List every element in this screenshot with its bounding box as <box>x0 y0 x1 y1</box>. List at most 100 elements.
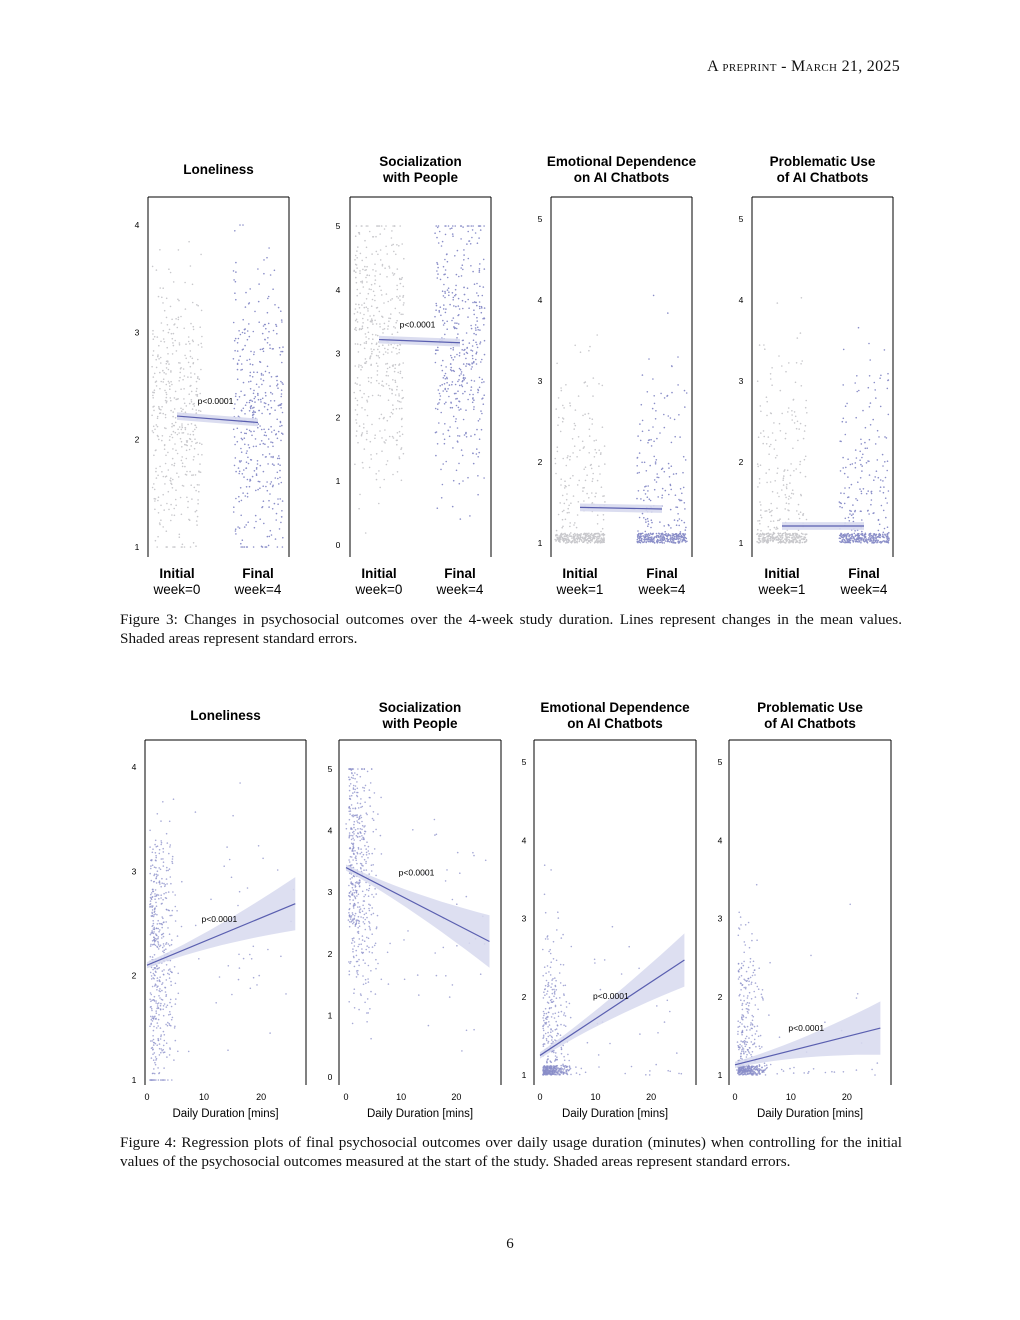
data-point <box>247 444 250 446</box>
data-point <box>157 1037 159 1040</box>
data-point <box>185 343 187 346</box>
data-point <box>367 981 370 983</box>
data-point <box>554 990 556 993</box>
data-point <box>840 492 842 494</box>
data-point <box>549 948 551 951</box>
data-point <box>160 1079 162 1081</box>
data-point <box>464 348 466 351</box>
data-point <box>249 953 251 956</box>
data-point <box>476 292 478 294</box>
data-point <box>376 306 379 309</box>
data-point <box>878 541 881 543</box>
data-point <box>176 472 178 475</box>
data-point <box>649 532 652 535</box>
data-point <box>667 462 670 465</box>
data-point <box>167 368 170 371</box>
data-point <box>640 498 642 500</box>
data-point <box>398 407 401 410</box>
data-point <box>165 908 168 911</box>
data-point <box>783 475 785 477</box>
data-point <box>769 481 772 483</box>
data-point <box>785 486 788 488</box>
data-point <box>434 352 437 355</box>
data-point <box>391 230 393 232</box>
data-point <box>663 413 665 416</box>
data-point <box>866 447 868 450</box>
data-point <box>165 943 167 945</box>
data-point <box>233 464 236 467</box>
data-point <box>165 454 167 457</box>
data-point <box>357 832 359 835</box>
data-point <box>181 465 184 468</box>
data-point <box>435 309 437 312</box>
data-point <box>275 433 278 435</box>
data-point <box>601 541 603 544</box>
data-point <box>448 384 451 386</box>
data-point <box>465 365 467 367</box>
data-point <box>482 397 484 400</box>
data-point <box>669 1070 671 1073</box>
data-point <box>599 453 602 456</box>
data-point <box>759 464 762 467</box>
data-point <box>859 450 861 453</box>
data-point <box>868 438 871 441</box>
data-point <box>267 337 269 339</box>
data-point <box>196 377 199 380</box>
data-point <box>666 394 669 397</box>
data-point <box>416 974 419 976</box>
data-point <box>262 442 265 445</box>
data-point <box>560 1072 563 1074</box>
data-point <box>276 418 279 421</box>
data-point <box>354 814 357 817</box>
data-point <box>381 316 384 318</box>
data-point <box>232 814 234 817</box>
data-point <box>350 834 352 837</box>
data-point <box>277 498 279 500</box>
data-point <box>162 302 164 304</box>
data-point <box>394 363 397 366</box>
data-point <box>877 529 880 532</box>
data-point <box>246 359 248 362</box>
data-point <box>359 879 361 882</box>
data-point <box>392 346 395 349</box>
data-point <box>363 306 366 309</box>
data-point <box>460 373 462 375</box>
data-point <box>768 468 770 471</box>
data-point <box>679 531 682 533</box>
data-point <box>558 416 560 419</box>
data-point <box>435 974 438 977</box>
data-point <box>355 435 358 437</box>
data-point <box>173 1059 175 1061</box>
data-point <box>171 425 173 428</box>
data-point <box>770 533 772 535</box>
data-point <box>764 348 766 351</box>
data-point <box>172 424 175 427</box>
x-tick-label: 20 <box>451 1092 461 1102</box>
data-point <box>367 331 370 334</box>
data-point <box>674 494 677 497</box>
data-point <box>583 537 586 540</box>
data-point <box>882 491 885 494</box>
data-point <box>454 294 456 297</box>
data-point <box>380 978 383 981</box>
data-point <box>394 367 396 370</box>
regression-line <box>345 867 490 943</box>
data-point <box>246 450 248 452</box>
data-point <box>567 541 570 543</box>
data-point <box>251 363 254 366</box>
data-point <box>155 927 158 929</box>
data-point <box>382 332 384 334</box>
data-point <box>366 916 368 919</box>
data-point <box>170 971 173 973</box>
data-point <box>387 399 390 402</box>
data-point <box>647 534 649 536</box>
data-point <box>160 894 162 896</box>
data-point <box>659 536 662 538</box>
data-point <box>434 431 437 434</box>
data-point <box>254 438 257 440</box>
data-point <box>158 995 160 997</box>
data-point <box>845 421 847 423</box>
data-point <box>200 253 202 256</box>
data-point <box>801 541 804 544</box>
